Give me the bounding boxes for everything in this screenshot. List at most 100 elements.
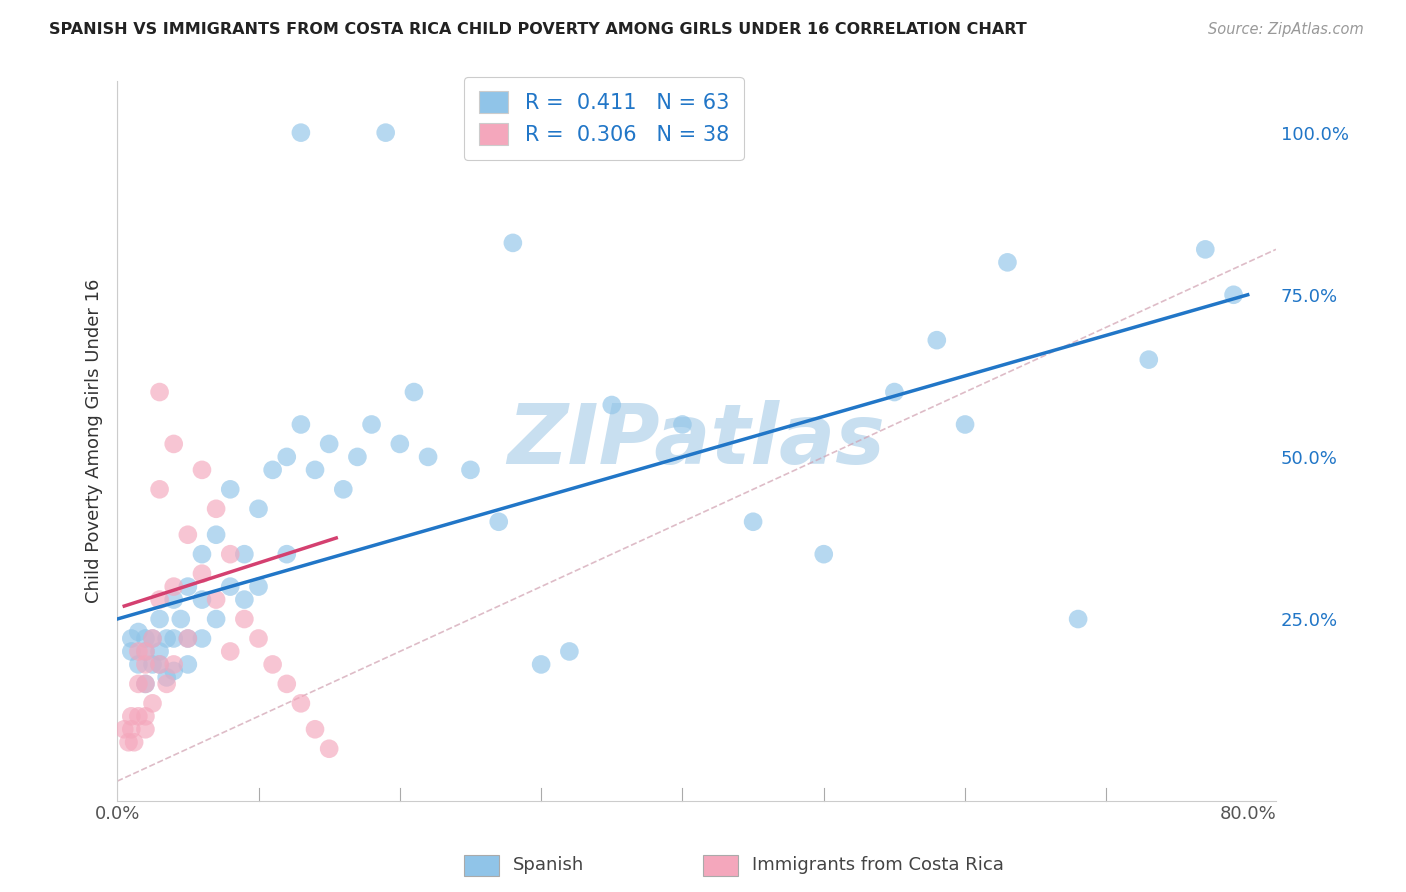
Point [925, 333, 948, 347]
Point [134, 644, 156, 658]
Point [1137, 352, 1160, 367]
Point [813, 547, 835, 561]
Text: Source: ZipAtlas.com: Source: ZipAtlas.com [1208, 22, 1364, 37]
Point [127, 677, 149, 691]
Point [127, 657, 149, 672]
Point [233, 592, 256, 607]
Point [346, 450, 368, 464]
Point [141, 632, 163, 646]
Text: Spanish: Spanish [513, 856, 585, 874]
Point [416, 450, 439, 464]
Point [262, 657, 284, 672]
Point [219, 644, 242, 658]
Point [205, 527, 228, 541]
Point [233, 612, 256, 626]
Point [149, 592, 172, 607]
Legend: R =  0.411   N = 63, R =  0.306   N = 38: R = 0.411 N = 63, R = 0.306 N = 38 [464, 77, 744, 160]
Point [177, 657, 200, 672]
Point [247, 632, 270, 646]
Point [177, 527, 200, 541]
Point [600, 398, 623, 412]
Point [219, 547, 242, 561]
Point [122, 735, 145, 749]
Point [290, 417, 312, 432]
Point [530, 657, 553, 672]
Point [671, 417, 693, 432]
Point [117, 735, 139, 749]
Point [290, 696, 312, 710]
Point [1222, 287, 1244, 301]
Point [134, 709, 156, 723]
Point [276, 450, 298, 464]
Point [502, 235, 524, 250]
Point [177, 632, 200, 646]
Point [191, 547, 214, 561]
Point [163, 592, 186, 607]
Point [388, 437, 411, 451]
Point [205, 612, 228, 626]
Point [953, 417, 976, 432]
Point [170, 612, 193, 626]
Point [141, 696, 163, 710]
Text: ZIPatlas: ZIPatlas [508, 401, 886, 481]
Point [156, 677, 179, 691]
Point [120, 632, 142, 646]
Point [488, 515, 510, 529]
FancyBboxPatch shape [464, 855, 499, 876]
Point [276, 547, 298, 561]
Point [149, 385, 172, 400]
Point [205, 592, 228, 607]
Point [883, 385, 905, 400]
Point [134, 677, 156, 691]
Point [141, 657, 163, 672]
Point [120, 723, 142, 737]
Point [262, 463, 284, 477]
Point [558, 644, 581, 658]
Point [149, 644, 172, 658]
Point [205, 501, 228, 516]
Point [402, 385, 425, 400]
Point [134, 723, 156, 737]
Point [460, 463, 482, 477]
Point [149, 657, 172, 672]
Point [163, 632, 186, 646]
Point [163, 657, 186, 672]
Point [742, 515, 765, 529]
Point [997, 255, 1019, 269]
Point [120, 644, 142, 658]
Point [120, 709, 142, 723]
Point [1067, 612, 1090, 626]
Point [276, 677, 298, 691]
Point [163, 437, 186, 451]
Point [219, 483, 242, 497]
FancyBboxPatch shape [703, 855, 738, 876]
Point [304, 463, 326, 477]
Point [360, 417, 382, 432]
Text: SPANISH VS IMMIGRANTS FROM COSTA RICA CHILD POVERTY AMONG GIRLS UNDER 16 CORRELA: SPANISH VS IMMIGRANTS FROM COSTA RICA CH… [49, 22, 1026, 37]
Point [163, 580, 186, 594]
Text: Immigrants from Costa Rica: Immigrants from Costa Rica [752, 856, 1004, 874]
Point [1194, 243, 1216, 257]
Point [149, 483, 172, 497]
Point [177, 580, 200, 594]
Point [247, 580, 270, 594]
Point [149, 612, 172, 626]
Point [318, 437, 340, 451]
Point [134, 644, 156, 658]
Point [191, 592, 214, 607]
Point [233, 547, 256, 561]
Y-axis label: Child Poverty Among Girls Under 16: Child Poverty Among Girls Under 16 [86, 278, 103, 603]
Point [191, 463, 214, 477]
Point [134, 677, 156, 691]
Point [127, 709, 149, 723]
Point [318, 741, 340, 756]
Point [134, 657, 156, 672]
Point [247, 501, 270, 516]
Point [149, 657, 172, 672]
Point [156, 632, 179, 646]
Point [156, 670, 179, 684]
Point [127, 625, 149, 640]
Point [141, 632, 163, 646]
Point [177, 632, 200, 646]
Point [191, 566, 214, 581]
